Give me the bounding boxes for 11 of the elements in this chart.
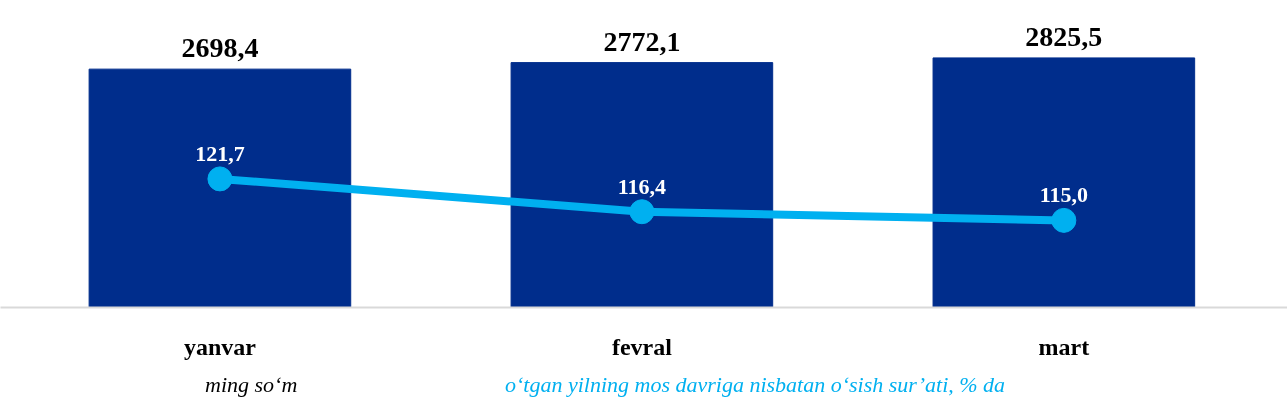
data-label: 2772,1: [603, 25, 681, 57]
text: o‘tgan yilning mos davriga nisbatan o‘sish sur’ati, % da: [505, 372, 1006, 398]
data-label: 116,4: [617, 173, 667, 199]
data-label: 121,7: [195, 140, 245, 166]
data-label: 115,0: [1039, 182, 1089, 208]
text: ming so‘m: [205, 372, 298, 398]
data-label: 2698,4: [181, 32, 259, 64]
x-tick-label: fevral: [611, 333, 673, 360]
x-tick-label: mart: [1038, 333, 1090, 360]
data-label: 2825,5: [1025, 20, 1103, 52]
x-tick-label: yanvar: [183, 333, 257, 360]
